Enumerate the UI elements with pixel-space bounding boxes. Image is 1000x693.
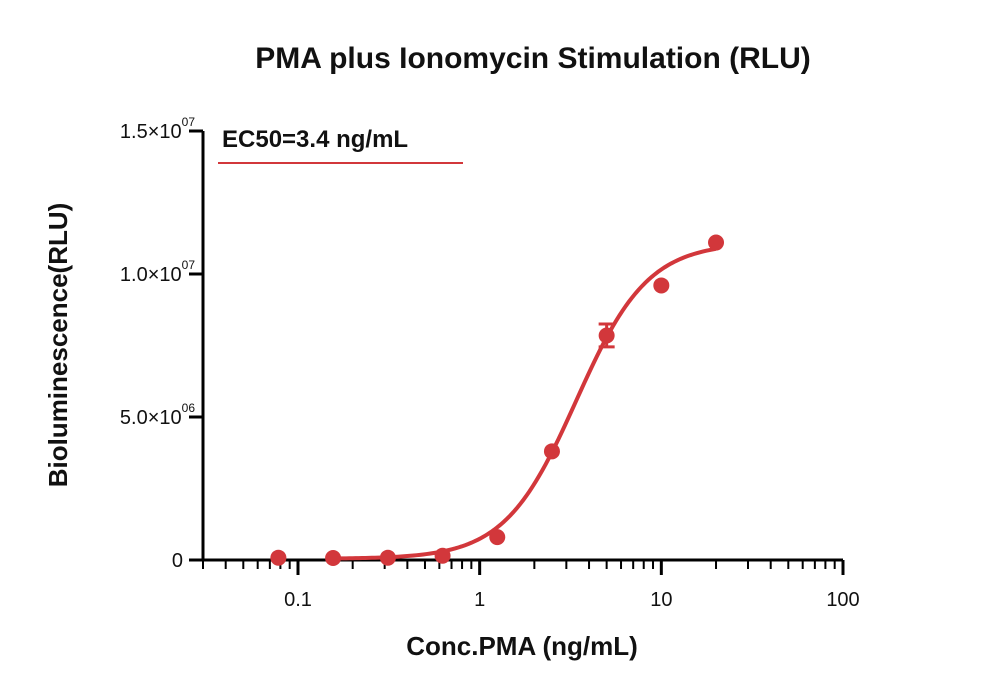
y-tick-label: 1.5×1007 xyxy=(120,115,195,143)
data-point xyxy=(598,327,615,344)
x-tick-label: 1 xyxy=(474,589,485,611)
data-point xyxy=(653,277,670,294)
data-point xyxy=(434,547,451,564)
x-tick-label: 10 xyxy=(650,589,672,611)
x-axis-title: Conc.PMA (ng/mL) xyxy=(406,631,638,661)
data-point xyxy=(270,549,287,566)
data-point xyxy=(489,529,506,546)
x-tick-label: 100 xyxy=(826,589,859,611)
y-tick-label: 1.0×1007 xyxy=(120,258,195,286)
data-point xyxy=(325,549,342,566)
y-tick-label: 5.0×1006 xyxy=(120,401,195,429)
data-point xyxy=(543,443,560,460)
ec50-annotation: EC50=3.4 ng/mL xyxy=(222,126,408,153)
y-axis-title: Bioluminescence(RLU) xyxy=(43,203,73,488)
fit-curve xyxy=(329,246,717,561)
y-tick-label: 0 xyxy=(172,550,183,572)
data-point xyxy=(708,234,725,251)
data-point xyxy=(379,549,396,566)
plot-area xyxy=(270,234,725,566)
x-tick-label: 0.1 xyxy=(284,589,312,611)
chart-title: PMA plus Ionomycin Stimulation (RLU) xyxy=(255,42,811,75)
